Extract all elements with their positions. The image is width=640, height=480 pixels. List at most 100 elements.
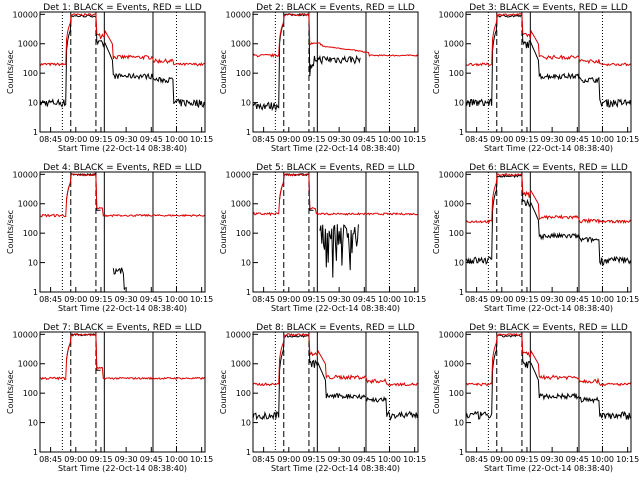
y-tick-label: 1000 [18, 40, 38, 49]
x-tick-label: 09:30 [115, 295, 138, 304]
x-tick-label: 09:00 [490, 135, 513, 144]
y-tick-label: 100 [449, 229, 464, 238]
x-tick-label: 09:45 [353, 295, 376, 304]
y-tick-label: 10000 [226, 170, 251, 179]
y-tick-label: 100 [449, 69, 464, 78]
panel-det-9: Det 9: BLACK = Events, RED = LLD 1 10 100 10… [432, 323, 639, 473]
x-tick-label: 09:15 [89, 455, 112, 464]
x-axis-label: Start Time (22-Oct-14 08:38:40) [271, 144, 400, 153]
x-tick-label: 09:00 [277, 295, 300, 304]
lld-series-line [252, 172, 418, 217]
plot-frame [252, 11, 419, 133]
y-tick-label: 10 [28, 99, 38, 108]
x-axis-label: Start Time (22-Oct-14 08:38:40) [58, 144, 187, 153]
y-tick-label: 10000 [439, 330, 464, 339]
y-tick-label: 100 [449, 389, 464, 398]
panel-det-6: Det 6: BLACK = Events, RED = LLD 1 10 100 10… [432, 163, 639, 313]
events-series-line [465, 334, 632, 420]
x-tick-label: 09:15 [302, 455, 325, 464]
events-series-line [252, 334, 419, 422]
y-tick-label: 1000 [231, 40, 251, 49]
x-tick-label: 09:45 [566, 455, 589, 464]
x-tick-label: 09:00 [277, 455, 300, 464]
x-tick-label: 09:15 [89, 295, 112, 304]
events-series-line [252, 12, 361, 112]
y-tick-label: 100 [236, 229, 251, 238]
x-axis-label: Start Time (22-Oct-14 08:38:40) [484, 304, 613, 313]
panel-det-5: Det 5: BLACK = Events, RED = LLD 1 10 100 10… [219, 163, 426, 313]
x-tick-label: 10:00 [591, 455, 614, 464]
y-tick-label: 1000 [444, 200, 464, 209]
y-tick-label: 1000 [18, 200, 38, 209]
x-tick-label: 09:30 [328, 295, 351, 304]
y-tick-label: 1 [246, 448, 251, 457]
x-tick-label: 09:45 [566, 295, 589, 304]
lld-series-line [252, 12, 419, 58]
plot-frame [252, 171, 419, 293]
panel-det-8: Det 8: BLACK = Events, RED = LLD 1 10 100 10… [219, 323, 426, 473]
y-tick-label: 10 [28, 419, 38, 428]
x-axis-label: Start Time (22-Oct-14 08:38:40) [484, 144, 613, 153]
x-tick-label: 09:45 [353, 135, 376, 144]
x-tick-label: 10:15 [403, 455, 426, 464]
x-tick-label: 10:15 [190, 295, 213, 304]
x-tick-label: 10:15 [616, 455, 639, 464]
x-tick-label: 10:15 [403, 135, 426, 144]
x-tick-label: 09:15 [515, 135, 538, 144]
y-tick-label: 1 [459, 128, 464, 137]
x-tick-label: 08:45 [39, 135, 62, 144]
y-axis-label: Counts/sec [219, 370, 228, 414]
x-tick-label: 08:45 [252, 135, 275, 144]
panel-title: Det 8: BLACK = Events, RED = LLD [256, 323, 415, 333]
x-tick-label: 09:30 [115, 135, 138, 144]
x-tick-label: 08:45 [252, 295, 275, 304]
x-tick-label: 10:00 [165, 455, 188, 464]
x-tick-label: 09:45 [353, 455, 376, 464]
x-axis-label: Start Time (22-Oct-14 08:38:40) [271, 304, 400, 313]
y-tick-label: 100 [236, 69, 251, 78]
plot-frame [465, 331, 632, 453]
x-tick-label: 10:00 [378, 135, 401, 144]
y-axis-label: Counts/sec [432, 50, 441, 94]
y-tick-label: 10000 [439, 170, 464, 179]
panel-det-7: Det 7: BLACK = Events, RED = LLD 1 10 100 10… [6, 323, 213, 473]
y-axis-label: Counts/sec [6, 370, 15, 414]
lld-series-line [252, 333, 419, 387]
y-tick-label: 10 [454, 419, 464, 428]
x-tick-label: 10:15 [403, 295, 426, 304]
plot-frame [39, 11, 206, 133]
events-series-line [465, 14, 632, 108]
x-tick-label: 10:00 [591, 135, 614, 144]
x-tick-label: 09:00 [490, 295, 513, 304]
y-tick-label: 10 [454, 259, 464, 268]
y-tick-label: 1 [246, 128, 251, 137]
plot-frame [39, 171, 206, 293]
panel-title: Det 1: BLACK = Events, RED = LLD [43, 3, 202, 13]
y-tick-label: 10 [241, 99, 251, 108]
x-tick-label: 10:15 [190, 455, 213, 464]
x-tick-label: 09:45 [140, 455, 163, 464]
y-tick-label: 10000 [439, 10, 464, 19]
x-axis-label: Start Time (22-Oct-14 08:38:40) [58, 304, 187, 313]
y-axis-label: Counts/sec [432, 210, 441, 254]
events-series-line [465, 174, 632, 266]
y-tick-label: 10 [241, 259, 251, 268]
plot-frame [465, 171, 632, 293]
panel-title: Det 2: BLACK = Events, RED = LLD [256, 3, 415, 13]
x-tick-label: 09:45 [140, 135, 163, 144]
y-axis-label: Counts/sec [432, 370, 441, 414]
y-tick-label: 100 [23, 389, 38, 398]
plot-frame [465, 11, 632, 133]
events-series-line [66, 333, 101, 371]
lld-series-line [466, 13, 632, 67]
x-tick-label: 09:15 [302, 295, 325, 304]
x-tick-label: 08:45 [39, 295, 62, 304]
events-series-line [39, 14, 206, 109]
y-tick-label: 1 [459, 288, 464, 297]
x-tick-label: 10:15 [616, 135, 639, 144]
y-axis-label: Counts/sec [219, 50, 228, 94]
x-tick-label: 09:30 [328, 455, 351, 464]
events-series-line [279, 173, 359, 278]
panel-title: Det 6: BLACK = Events, RED = LLD [469, 163, 628, 173]
x-tick-label: 09:00 [64, 135, 87, 144]
